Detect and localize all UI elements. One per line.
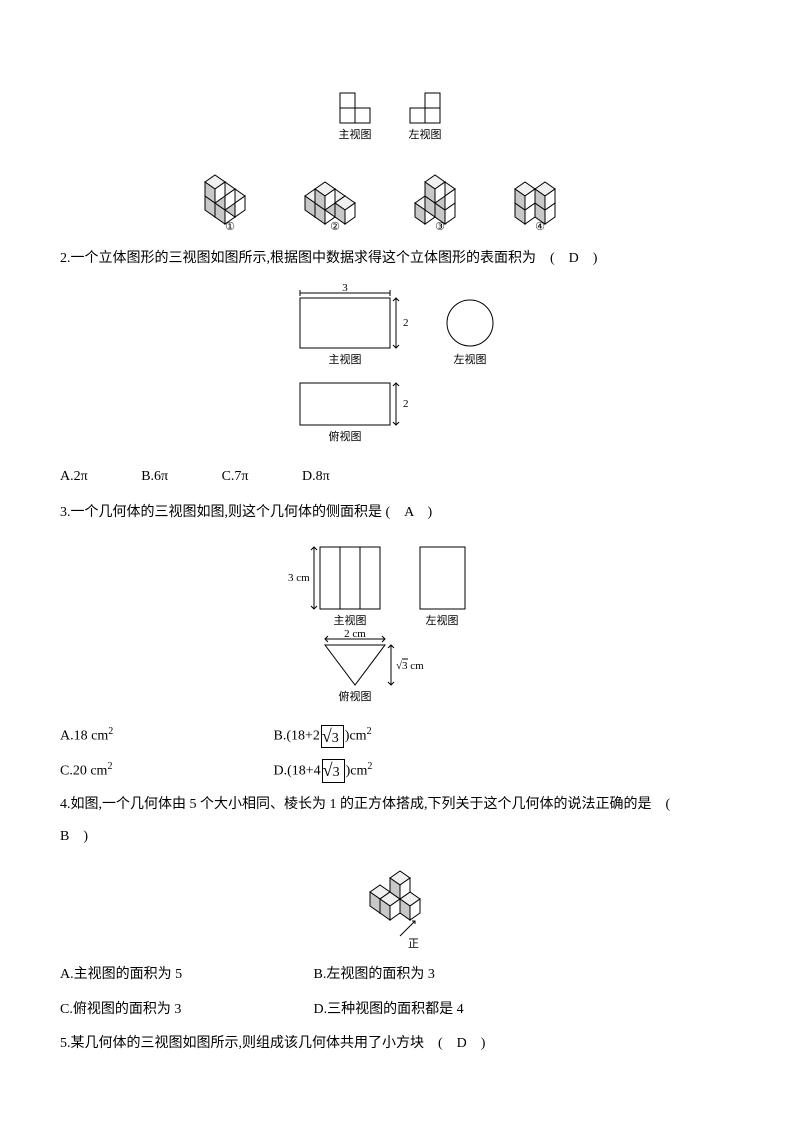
q3-opt-c: C.20 cm2 [60, 757, 270, 786]
fig1-solids: ① ② ③ ④ [60, 155, 740, 235]
solid-1-label: ① [225, 221, 235, 233]
q2-dim-w: 3 [342, 283, 348, 294]
q3-opt-a: A.18 cm2 [60, 722, 270, 751]
q2-left-label: 左视图 [454, 352, 487, 366]
q3-left-label: 左视图 [426, 613, 459, 627]
q2-opt-b: B.6π [141, 463, 168, 491]
q2-top-label: 俯视图 [329, 429, 362, 443]
q4-opt-a: A.主视图的面积为 5 [60, 961, 310, 989]
q3-options-row1: A.18 cm2 B.(18+2√3)cm2 [60, 722, 740, 751]
q4-options-row2: C.俯视图的面积为 3 D.三种视图的面积都是 4 [60, 996, 740, 1024]
q3-opt-b: B.(18+2√3)cm2 [274, 722, 484, 751]
q4-opt-c: C.俯视图的面积为 3 [60, 996, 310, 1024]
q2-opt-d: D.8π [302, 463, 330, 491]
solid-3-label: ③ [435, 221, 445, 233]
q2-options: A.2π B.6π C.7π D.8π [60, 463, 740, 491]
q2-dim-h2: 2 [403, 398, 409, 410]
q4-opt-b: B.左视图的面积为 3 [314, 961, 564, 989]
fig1-front-left: 主视图 左视图 [330, 90, 470, 145]
q4-text-l2: B ) [60, 823, 740, 851]
q4-figure: 正 [60, 861, 740, 951]
q4-options-row1: A.主视图的面积为 5 B.左视图的面积为 3 [60, 961, 740, 989]
q2-opt-a: A.2π [60, 463, 88, 491]
fig1-left-label: 左视图 [409, 127, 442, 141]
solid-2-label: ② [330, 221, 340, 233]
q2-front-label: 主视图 [329, 352, 362, 366]
q3-dim-h: 3 cm [288, 572, 310, 584]
q2-opt-c: C.7π [222, 463, 249, 491]
q4-opt-d: D.三种视图的面积都是 4 [314, 996, 564, 1024]
q4-svg: 正 [340, 861, 460, 951]
q2-figure: 3 2 主视图 左视图 2 俯视图 [60, 283, 740, 453]
fig1-views: 主视图 左视图 [60, 90, 740, 145]
fig1-solids-svg: ① ② ③ ④ [190, 155, 610, 235]
q3-dim-w: 2 cm [344, 628, 366, 640]
q3-options-row2: C.20 cm2 D.(18+4√3)cm2 [60, 757, 740, 786]
q3-opt-d: D.(18+4√3)cm2 [274, 757, 484, 786]
q2-text: 2.一个立体图形的三视图如图所示,根据图中数据求得这个立体图形的表面积为 ( D… [60, 245, 740, 273]
q3-front-label: 主视图 [334, 613, 367, 627]
q3-text: 3.一个几何体的三视图如图,则这个几何体的侧面积是 ( A ) [60, 499, 740, 527]
q4-arrow-label: 正 [408, 938, 419, 950]
q4-text-l1: 4.如图,一个几何体由 5 个大小相同、棱长为 1 的正方体搭成,下列关于这个几… [60, 791, 740, 819]
q5-text: 5.某几何体的三视图如图所示,则组成该几何体共用了小方块 ( D ) [60, 1030, 740, 1058]
q3-figure: 3 cm 主视图 左视图 2 cm √3 cm 俯视图 [60, 537, 740, 712]
q3-sqrt3: √3 cm [396, 660, 424, 672]
fig1-front-label: 主视图 [339, 127, 372, 141]
q2-svg: 3 2 主视图 左视图 2 俯视图 [270, 283, 530, 453]
solid-4-label: ④ [535, 221, 545, 233]
q2-dim-h: 2 [403, 317, 409, 329]
q3-top-label: 俯视图 [339, 689, 372, 703]
q3-svg: 3 cm 主视图 左视图 2 cm √3 cm 俯视图 [270, 537, 530, 712]
